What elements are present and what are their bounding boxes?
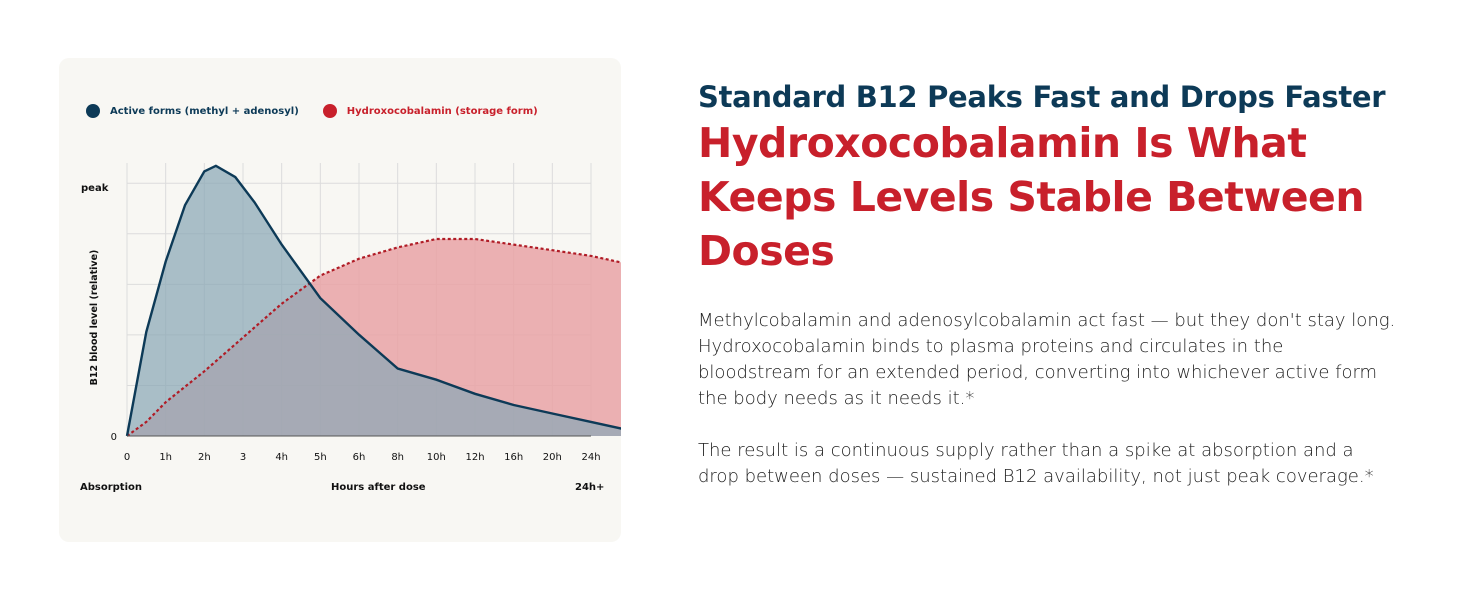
- x-tick-label: 12h: [465, 452, 484, 463]
- line-active-forms: [125, 164, 621, 437]
- y-tick-label-zero: 0: [111, 432, 117, 443]
- x-tick-label: 8h: [391, 452, 404, 463]
- x-tick-label: 16h: [504, 452, 523, 463]
- x-tick-label: 24h: [581, 452, 600, 463]
- legend-label-hydroxo: Hydroxocobalamin (storage form): [346, 105, 538, 117]
- body-paragraph-1: Methylcobalamin and adenosylcobalamin ac…: [698, 310, 1396, 409]
- x-tick-label: 0: [124, 452, 130, 463]
- y-axis-title: B12 blood level (relative): [89, 250, 100, 386]
- chart-svg: 0 1h 2h 3 4h 5h 6h 8h 10h 12h 16h 20h 24h 0 peak B12 bl…: [81, 163, 621, 463]
- line-hydroxocobalamin: [126, 237, 621, 437]
- x-tick-label: 1h: [159, 452, 172, 463]
- text-panel: Standard B12 Peaks Fast and Drops Faster…: [698, 78, 1418, 490]
- chart-legend: Active forms (methyl + adenosyl) Hydroxo…: [86, 104, 562, 118]
- x-axis-title: Hours after dose: [331, 482, 426, 493]
- x-tick-label: 2h: [198, 452, 211, 463]
- headline-secondary: Hydroxocobalamin Is What Keeps Levels St…: [698, 119, 1365, 275]
- legend-dot-hydroxo: [322, 104, 337, 118]
- x-tick-label: 20h: [543, 452, 562, 463]
- headline-primary: Standard B12 Peaks Fast and Drops Faster: [698, 80, 1386, 114]
- x-tick-label: 10h: [427, 452, 446, 463]
- x-tick-label: 6h: [353, 452, 366, 463]
- body-paragraph-2: The result is a continuous supply rather…: [698, 440, 1374, 487]
- legend-item-active: Active forms (methyl + adenosyl): [86, 104, 299, 118]
- chart-card: 0 1h 2h 3 4h 5h 6h 8h 10h 12h 16h 20h 24h 0 peak B12 bl…: [59, 58, 621, 542]
- x-right-label: 24h+: [575, 482, 605, 493]
- x-tick-label: 5h: [314, 452, 327, 463]
- x-tick-label: 3: [240, 452, 246, 463]
- area-active-forms: [127, 165, 621, 436]
- x-tick-label: 4h: [275, 452, 288, 463]
- legend-dot-active: [86, 104, 100, 118]
- legend-label-active: Active forms (methyl + adenosyl): [110, 105, 299, 117]
- y-tick-label-peak: peak: [81, 183, 109, 194]
- x-left-label: Absorption: [80, 482, 143, 493]
- legend-item-hydroxo: Hydroxocobalamin (storage form): [322, 104, 538, 118]
